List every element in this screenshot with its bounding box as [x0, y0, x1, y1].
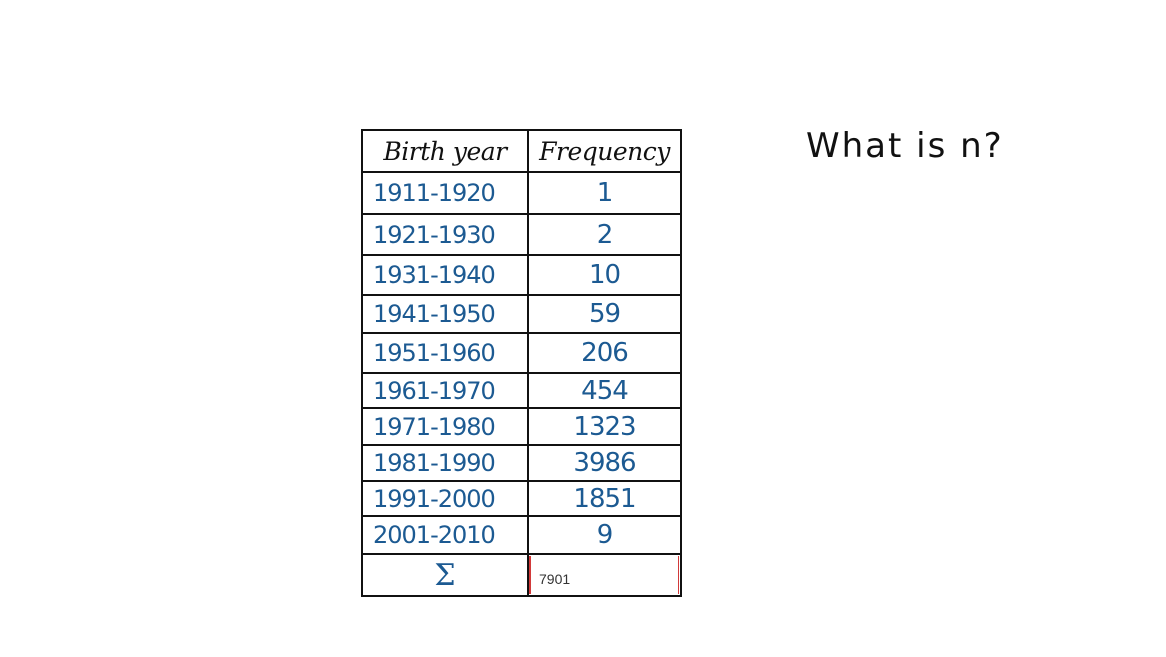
frequency-cell: 1	[527, 171, 682, 215]
birth-year-cell: 1921-1930	[361, 213, 529, 256]
frequency-cell: 454	[527, 372, 682, 409]
frequency-cell: 2	[527, 213, 682, 256]
answer-cell	[527, 553, 682, 597]
answer-input[interactable]	[530, 556, 679, 594]
frequency-table: Birth year Frequency 1911-1920 1 1921-19…	[361, 129, 682, 597]
table-row: 1971-1980 1323	[361, 407, 682, 446]
table-row: 1991-2000 1851	[361, 480, 682, 517]
birth-year-cell: 1941-1950	[361, 294, 529, 334]
table-header-row: Birth year Frequency	[361, 129, 682, 173]
question-text: What is n?	[806, 126, 1004, 166]
table-row: 1951-1960 206	[361, 332, 682, 374]
birth-year-cell: 1971-1980	[361, 407, 529, 446]
frequency-cell: 1323	[527, 407, 682, 446]
birth-year-cell: 1981-1990	[361, 444, 529, 482]
frequency-cell: 206	[527, 332, 682, 374]
table-row: 1981-1990 3986	[361, 444, 682, 482]
birth-year-cell: 1991-2000	[361, 480, 529, 517]
header-birth-year: Birth year	[361, 129, 529, 173]
frequency-cell: 59	[527, 294, 682, 334]
sigma-symbol: Σ	[361, 553, 529, 597]
frequency-cell: 10	[527, 254, 682, 296]
sum-row: Σ	[361, 553, 682, 597]
frequency-cell: 9	[527, 515, 682, 555]
table-row: 1931-1940 10	[361, 254, 682, 296]
table-row: 2001-2010 9	[361, 515, 682, 555]
birth-year-cell: 1911-1920	[361, 171, 529, 215]
birth-year-cell: 2001-2010	[361, 515, 529, 555]
frequency-cell: 1851	[527, 480, 682, 517]
birth-year-cell: 1931-1940	[361, 254, 529, 296]
birth-year-cell: 1951-1960	[361, 332, 529, 374]
table-row: 1921-1930 2	[361, 213, 682, 256]
table-row: 1911-1920 1	[361, 171, 682, 215]
table-row: 1941-1950 59	[361, 294, 682, 334]
birth-year-cell: 1961-1970	[361, 372, 529, 409]
frequency-cell: 3986	[527, 444, 682, 482]
header-frequency: Frequency	[527, 129, 682, 173]
table-row: 1961-1970 454	[361, 372, 682, 409]
